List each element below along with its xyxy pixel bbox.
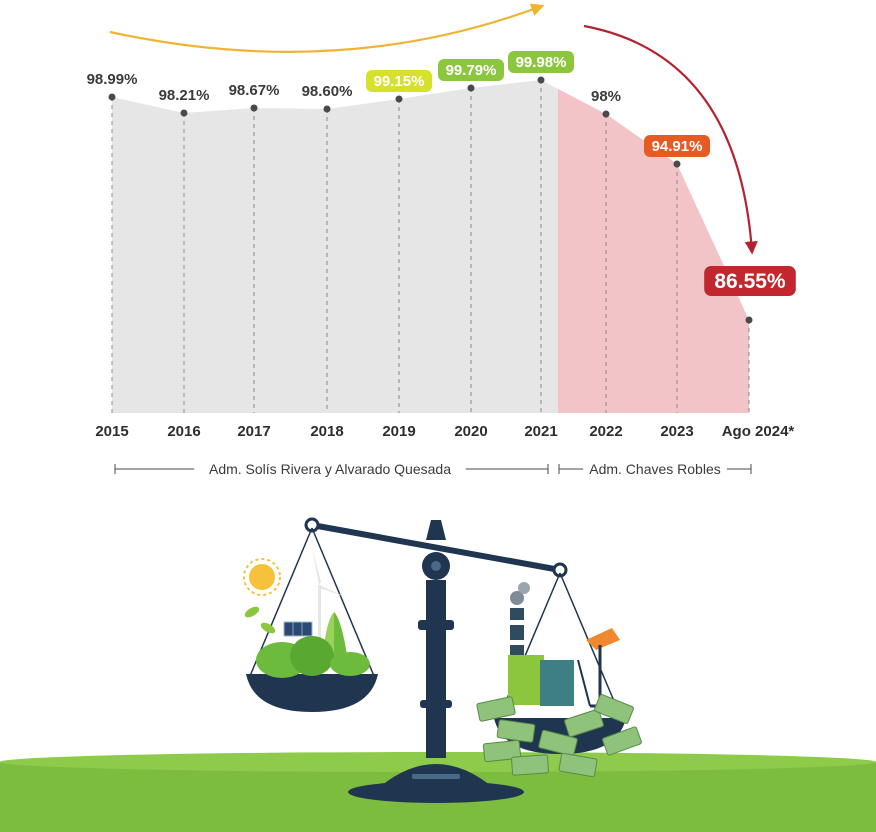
beam-pivot-right bbox=[552, 562, 568, 578]
bush-icon bbox=[256, 636, 370, 678]
scale-column bbox=[426, 580, 446, 758]
value-label-pill bbox=[438, 59, 504, 81]
x-tick-label: Ago 2024* bbox=[722, 423, 795, 440]
scale-column-collar-low bbox=[420, 700, 452, 708]
data-point bbox=[180, 109, 188, 117]
data-point bbox=[467, 84, 475, 92]
value-label-pill bbox=[644, 135, 710, 157]
wind-turbine-icon bbox=[296, 548, 348, 670]
x-tick-label: 2020 bbox=[454, 423, 487, 440]
period-bracket: Adm. Solís Rivera y Alvarado Quesada bbox=[114, 461, 549, 477]
value-label: 98.60% bbox=[302, 83, 353, 100]
value-label: 99.15% bbox=[374, 73, 425, 90]
value-label: 98.21% bbox=[159, 87, 210, 104]
balance-scale-illustration bbox=[0, 517, 876, 832]
value-label-layer: 98.99% 98.21% 98.67% 98.60% 99.15% 99.79% 99.9… bbox=[87, 51, 796, 296]
oil-pump-icon bbox=[577, 628, 620, 708]
x-tick-label: 2022 bbox=[589, 423, 622, 440]
x-tick-label: 2023 bbox=[660, 423, 693, 440]
left-pan bbox=[246, 674, 378, 712]
data-point bbox=[395, 95, 403, 103]
scale-finial bbox=[426, 520, 446, 540]
scale-column-knob-inner bbox=[431, 561, 441, 571]
value-label: 99.79% bbox=[446, 62, 497, 79]
value-label: 99.98% bbox=[516, 54, 567, 71]
scale-column-collar bbox=[418, 620, 454, 630]
grass-ground-shade bbox=[0, 752, 876, 772]
data-point bbox=[108, 93, 116, 101]
left-pan-string bbox=[311, 527, 375, 677]
fossil-fuels-scene bbox=[476, 582, 642, 778]
beam-pivot-left bbox=[304, 517, 320, 533]
factory-building-icon bbox=[508, 655, 574, 706]
x-tick-label: 2019 bbox=[382, 423, 415, 440]
value-label: 98.99% bbox=[87, 71, 138, 88]
money-bills-icon bbox=[476, 694, 642, 778]
point-layer bbox=[108, 76, 753, 324]
sun-icon bbox=[243, 558, 281, 596]
period-bracket: Adm. Chaves Robles bbox=[558, 461, 752, 477]
data-point bbox=[323, 105, 331, 113]
factory-chimney-icon bbox=[510, 582, 530, 670]
x-tick-label: 2018 bbox=[310, 423, 343, 440]
value-label-pill bbox=[508, 51, 574, 73]
scale-base-slot bbox=[412, 774, 460, 779]
period-label: Adm. Solís Rivera y Alvarado Quesada bbox=[209, 461, 451, 477]
right-pan-string bbox=[559, 572, 623, 721]
area-first-period bbox=[112, 80, 558, 413]
period-label: Adm. Chaves Robles bbox=[589, 461, 721, 477]
x-tick-label: 2021 bbox=[524, 423, 557, 440]
value-label: 94.91% bbox=[652, 138, 703, 155]
x-axis-tick-layer: 2015 2016 2017 2018 2019 2020 2021 2022 2023 Ago … bbox=[95, 423, 794, 440]
value-label-pill bbox=[366, 70, 432, 92]
area-layer bbox=[112, 80, 749, 414]
scale-beam bbox=[309, 522, 563, 573]
data-point bbox=[673, 160, 681, 168]
x-tick-label: 2016 bbox=[167, 423, 200, 440]
gridline-layer bbox=[111, 80, 750, 413]
value-label: 86.55% bbox=[714, 270, 786, 293]
x-tick-label: 2015 bbox=[95, 423, 128, 440]
data-point bbox=[250, 104, 258, 112]
data-point bbox=[537, 76, 545, 84]
renewable-energy-scene bbox=[243, 548, 370, 678]
value-label: 98% bbox=[591, 88, 621, 105]
value-label-pill bbox=[704, 266, 796, 296]
solar-panel-icon bbox=[283, 621, 313, 637]
upward-trend-arrow bbox=[109, 3, 545, 53]
downward-trend-arrow bbox=[583, 24, 758, 255]
leaf-icon bbox=[244, 606, 276, 634]
data-point bbox=[602, 110, 610, 118]
x-tick-label: 2017 bbox=[237, 423, 270, 440]
data-point bbox=[745, 316, 753, 324]
value-label: 98.67% bbox=[229, 82, 280, 99]
period-layer: Adm. Solís Rivera y Alvarado Quesada Adm.… bbox=[114, 461, 752, 477]
